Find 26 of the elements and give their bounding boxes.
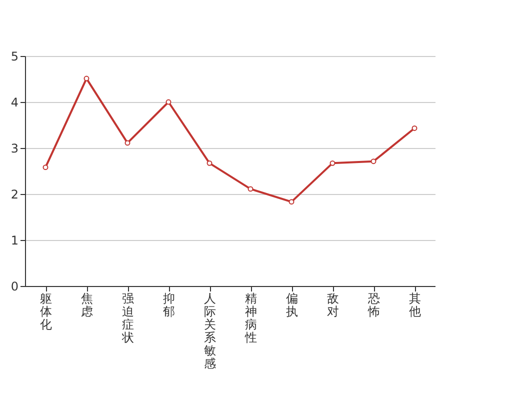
x-tick-label: 焦虑: [81, 292, 93, 318]
x-tick-label: 抑郁: [163, 292, 175, 318]
x-tick-label: 偏执: [286, 292, 298, 318]
x-tick-label: 人际关系敏感: [204, 292, 216, 370]
point: [330, 160, 336, 166]
point: [206, 160, 212, 166]
x-tick-label: 敌对: [327, 292, 339, 318]
point: [84, 76, 90, 82]
point: [42, 164, 48, 170]
y-tick-label: 2: [10, 188, 18, 202]
point: [288, 199, 294, 205]
y-tick-label: 3: [10, 142, 18, 156]
x-tick-label: 精神病性: [244, 292, 257, 344]
y-tick-label: 0: [10, 280, 18, 294]
y-tick-label: 4: [10, 96, 18, 110]
y-tick-label: 5: [10, 50, 18, 64]
point: [166, 99, 172, 105]
point: [124, 140, 130, 146]
point: [412, 125, 418, 131]
point: [248, 186, 254, 192]
point: [370, 158, 376, 164]
x-tick-label: 恐怖: [367, 292, 380, 318]
y-tick-label: 1: [10, 234, 18, 248]
x-tick-label: 躯体化: [40, 292, 52, 332]
x-tick-label: 其他: [409, 292, 421, 318]
x-tick-label: 强迫症状: [121, 292, 134, 344]
